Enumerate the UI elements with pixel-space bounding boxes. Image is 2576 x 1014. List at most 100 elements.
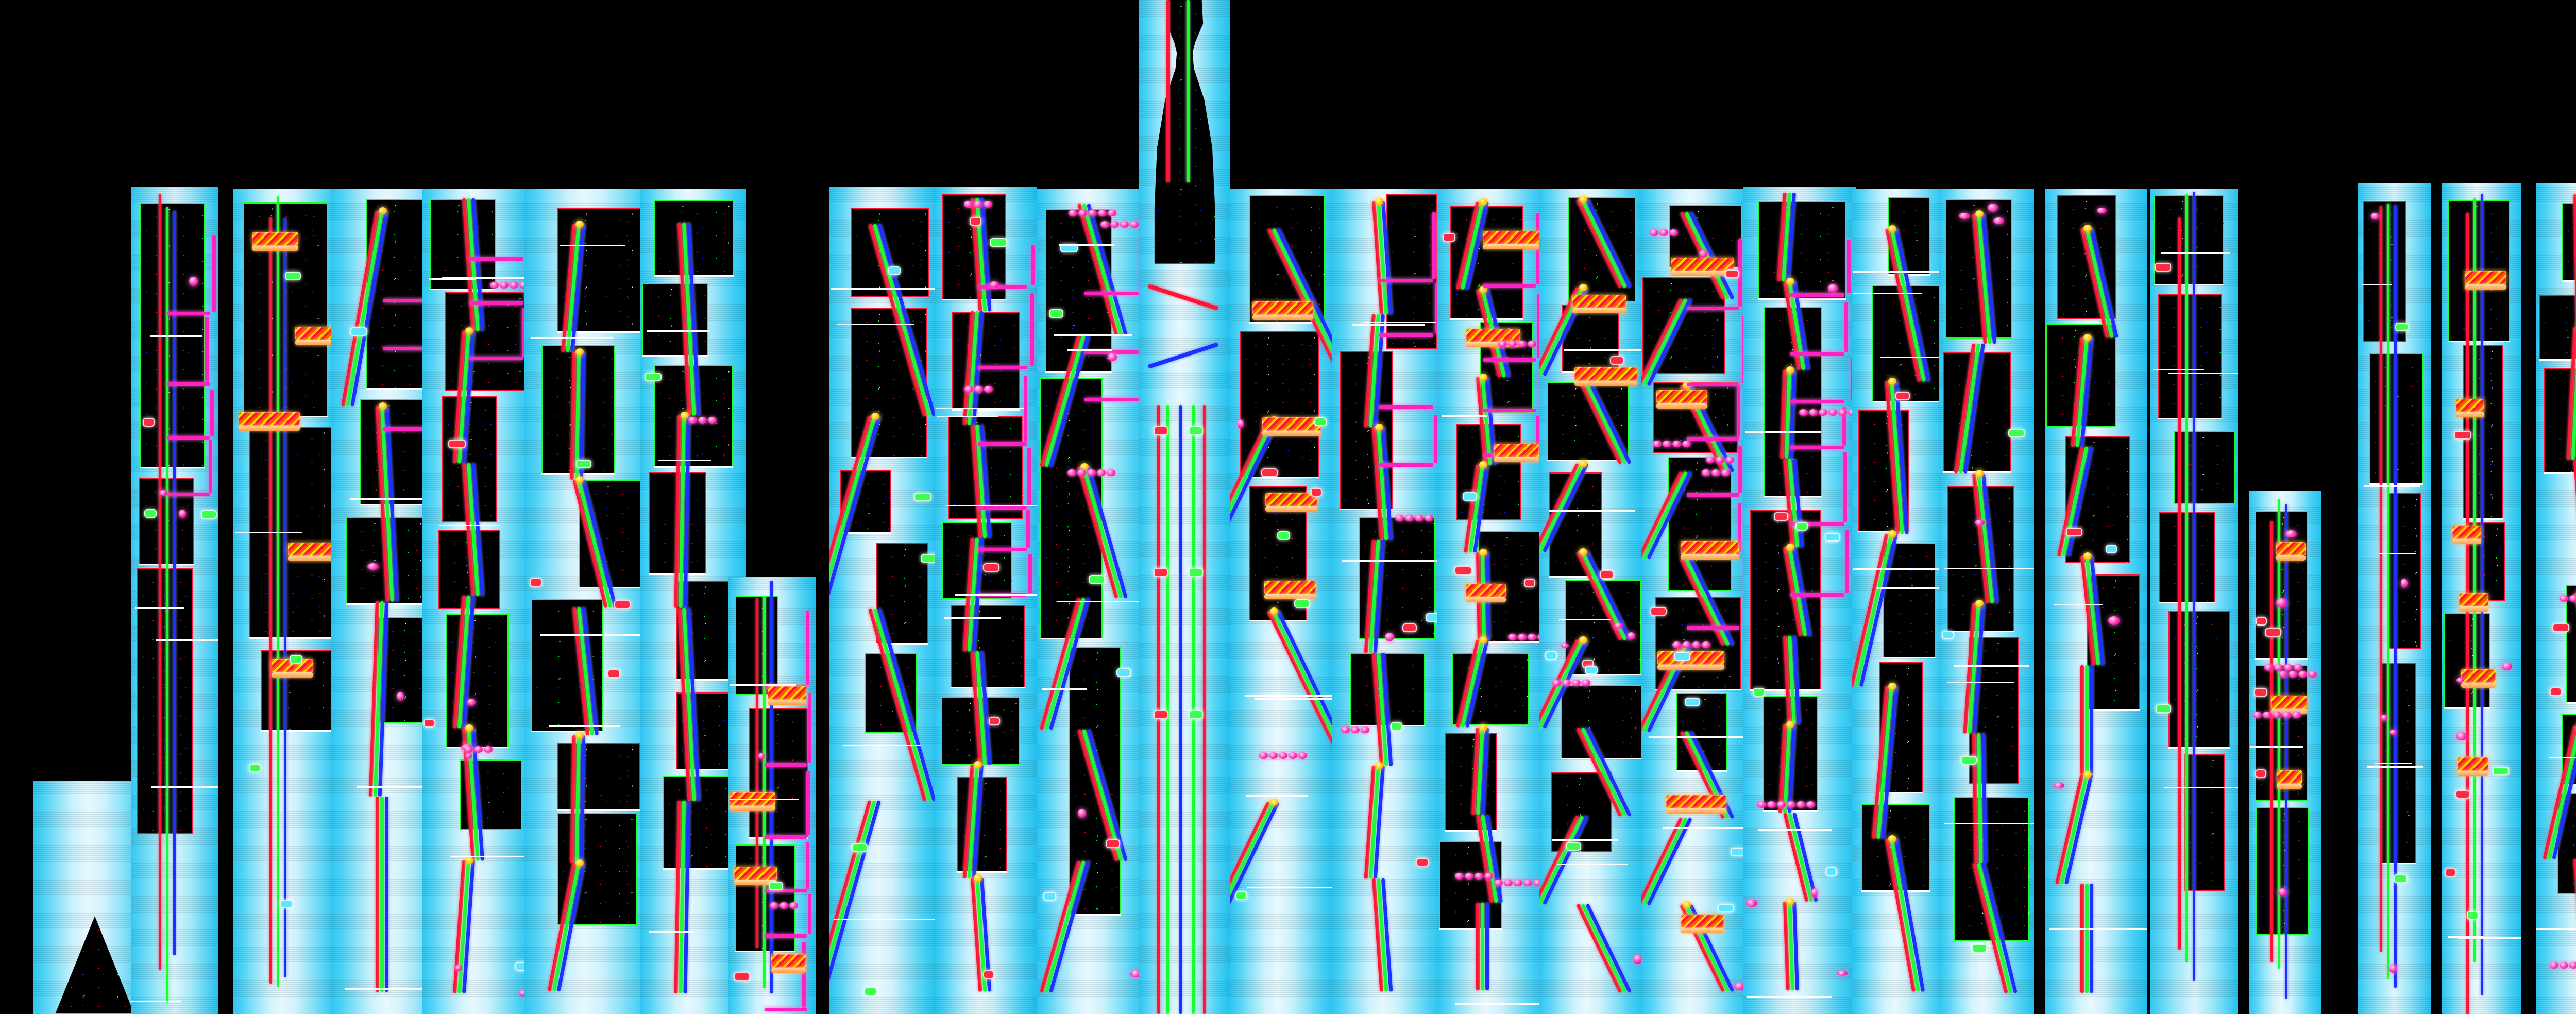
node-marker-yellow[interactable] (1975, 600, 1984, 607)
node-marker-yellow[interactable] (1479, 724, 1487, 731)
node-chip[interactable] (576, 460, 591, 468)
node-chip-green[interactable] (1188, 709, 1203, 719)
node-marker-yellow[interactable] (465, 724, 473, 732)
node-chip[interactable] (285, 272, 301, 280)
node-marker-yellow[interactable] (1888, 835, 1896, 842)
node-chip[interactable] (1261, 468, 1278, 477)
node-chip[interactable] (1463, 492, 1477, 501)
node-marker-yellow[interactable] (974, 761, 982, 768)
node-marker-yellow[interactable] (379, 207, 387, 214)
node-chip[interactable] (614, 600, 631, 609)
node-marker-yellow[interactable] (1375, 424, 1383, 431)
node-chip[interactable] (1524, 579, 1535, 587)
node-marker-yellow[interactable] (1375, 762, 1383, 769)
node-chip[interactable] (2256, 617, 2267, 626)
node-chip[interactable] (769, 882, 783, 890)
node-chip[interactable] (1718, 904, 1734, 912)
node-marker-yellow[interactable] (1888, 225, 1896, 232)
node-chip[interactable] (1089, 575, 1105, 584)
node-chip-green[interactable] (1188, 426, 1203, 435)
node-chip[interactable] (1391, 722, 1402, 731)
node-chip[interactable] (1235, 891, 1247, 900)
node-chip[interactable] (2156, 704, 2171, 713)
node-chip[interactable] (1650, 607, 1667, 616)
node-chip[interactable] (1826, 867, 1837, 876)
node-chip[interactable] (983, 563, 999, 572)
node-chip[interactable] (280, 900, 293, 908)
node-chip-red[interactable] (1154, 568, 1168, 578)
node-chip[interactable] (2008, 429, 2025, 437)
node-chip[interactable] (1774, 512, 1788, 521)
node-chip[interactable] (1566, 842, 1581, 851)
node-marker-yellow[interactable] (1479, 374, 1487, 381)
node-chip[interactable] (1116, 668, 1131, 677)
node-chip[interactable] (914, 493, 931, 501)
node-chip[interactable] (1942, 631, 1954, 639)
node-chip[interactable] (2394, 874, 2408, 883)
node-chip[interactable] (983, 970, 994, 979)
node-marker-yellow[interactable] (1579, 284, 1587, 291)
node-marker-yellow[interactable] (1479, 636, 1487, 644)
node-chip[interactable] (2106, 545, 2117, 553)
node-chip[interactable] (2155, 263, 2171, 272)
node-chip[interactable] (1416, 858, 1429, 867)
node-marker-yellow[interactable] (1786, 721, 1794, 728)
node-chip[interactable] (2493, 767, 2509, 775)
node-marker-yellow[interactable] (575, 476, 584, 483)
node-chip[interactable] (1610, 356, 1624, 365)
node-chip[interactable] (1895, 392, 1910, 400)
node-chip[interactable] (2066, 528, 2082, 536)
node-chip[interactable] (989, 717, 1000, 725)
node-marker-yellow[interactable] (1786, 366, 1794, 374)
node-chip[interactable] (2467, 911, 2479, 920)
node-chip[interactable] (1106, 839, 1120, 848)
node-chip[interactable] (2445, 868, 2456, 877)
node-chip[interactable] (2255, 769, 2266, 778)
node-marker-yellow[interactable] (1786, 898, 1794, 905)
node-marker-yellow[interactable] (1888, 530, 1896, 537)
node-chip[interactable] (921, 554, 937, 563)
node-chip[interactable] (350, 327, 367, 336)
node-chip[interactable] (1314, 417, 1327, 426)
node-chip[interactable] (1454, 566, 1472, 575)
node-chip[interactable] (1043, 892, 1056, 901)
node-chip[interactable] (2254, 688, 2267, 697)
node-marker-yellow[interactable] (575, 859, 584, 867)
node-chip[interactable] (1674, 652, 1690, 661)
node-chip[interactable] (888, 266, 901, 275)
node-marker-yellow[interactable] (1975, 470, 1984, 477)
node-chip[interactable] (607, 669, 620, 678)
node-chip[interactable] (1311, 488, 1322, 497)
node-chip[interactable] (530, 578, 542, 587)
node-chip[interactable] (1753, 688, 1765, 697)
node-chip[interactable] (852, 843, 868, 852)
node-marker-yellow[interactable] (1579, 636, 1587, 644)
node-chip-green[interactable] (1188, 568, 1203, 578)
node-chip[interactable] (1795, 522, 1808, 531)
node-chip-red[interactable] (1154, 709, 1168, 719)
node-chip[interactable] (990, 238, 1007, 247)
node-marker-yellow[interactable] (1375, 198, 1383, 205)
node-chip[interactable] (1961, 756, 1977, 765)
node-chip[interactable] (2550, 687, 2562, 696)
node-marker-yellow[interactable] (1888, 378, 1896, 385)
node-chip[interactable] (1825, 533, 1840, 542)
node-marker-yellow[interactable] (1786, 544, 1794, 551)
node-chip[interactable] (2455, 790, 2470, 799)
node-chip[interactable] (1277, 531, 1290, 540)
node-chip[interactable] (2395, 323, 2409, 331)
node-chip[interactable] (2265, 628, 2281, 637)
node-chip[interactable] (448, 440, 466, 448)
node-marker-yellow[interactable] (1786, 278, 1794, 285)
node-marker-yellow[interactable] (379, 402, 387, 410)
node-marker-yellow[interactable] (1479, 549, 1487, 556)
node-marker-yellow[interactable] (871, 413, 879, 420)
node-marker-yellow[interactable] (465, 327, 473, 334)
node-chip[interactable] (1545, 651, 1557, 660)
node-chip[interactable] (249, 764, 261, 772)
node-chip[interactable] (1585, 666, 1598, 674)
node-marker-yellow[interactable] (2083, 334, 2092, 341)
node-marker-yellow[interactable] (2083, 225, 2092, 232)
node-marker-yellow[interactable] (575, 732, 584, 739)
node-chip[interactable] (144, 509, 157, 518)
